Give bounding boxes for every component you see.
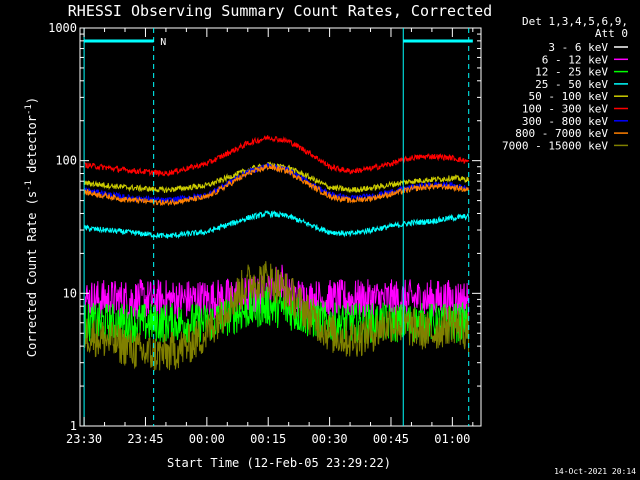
legend-label-6: 300 - 800 keV	[522, 115, 608, 128]
axes: 1 10 100 1000 23:30 23:45 00:00 00:15 00:30 00:45…	[48, 21, 481, 446]
x-axis-label: Start Time (12-Feb-05 23:29:22)	[167, 456, 391, 470]
plot-frame	[79, 27, 482, 427]
legend-label-2: 12 - 25 keV	[535, 66, 608, 79]
y-tick-label: 1	[70, 419, 77, 433]
x-tick-label: 00:30	[312, 432, 348, 446]
y-axis-label: Corrected Count Rate (s-1 detector-1)	[24, 97, 39, 357]
series-line-8	[83, 261, 470, 372]
y-tick-label: 10	[63, 286, 77, 300]
x-tick-label: 23:45	[127, 432, 163, 446]
legend-label-4: 50 - 100 keV	[529, 90, 609, 103]
legend-attenuator: Att 0	[595, 27, 628, 40]
legend-label-1: 6 - 12 keV	[542, 53, 609, 66]
x-tick-label: 23:30	[66, 432, 102, 446]
x-tick-label: 01:00	[434, 432, 470, 446]
series-line-3	[83, 209, 470, 240]
legend-label-0: 3 - 6 keV	[548, 41, 608, 54]
plot-area: N	[83, 28, 473, 426]
night-marker-label: N	[160, 37, 166, 48]
legend-detector-header: Det 1,3,4,5,6,9,	[522, 15, 628, 28]
series-line-5	[83, 135, 470, 178]
generation-timestamp: 14-Oct-2021 20:14	[554, 467, 636, 476]
x-tick-label: 00:00	[189, 432, 225, 446]
legend-label-5: 100 - 300 keV	[522, 103, 608, 116]
x-tick-label: 00:45	[373, 432, 409, 446]
y-tick-label: 1000	[48, 21, 77, 35]
legend-label-8: 7000 - 15000 keV	[502, 139, 608, 152]
x-tick-label: 00:15	[250, 432, 286, 446]
chart-title: RHESSI Observing Summary Count Rates, Co…	[68, 2, 492, 20]
y-tick-label: 100	[55, 154, 77, 168]
series-line-7	[83, 163, 470, 207]
legend-label-3: 25 - 50 keV	[535, 78, 608, 91]
legend-label-7: 800 - 7000 keV	[515, 127, 608, 140]
